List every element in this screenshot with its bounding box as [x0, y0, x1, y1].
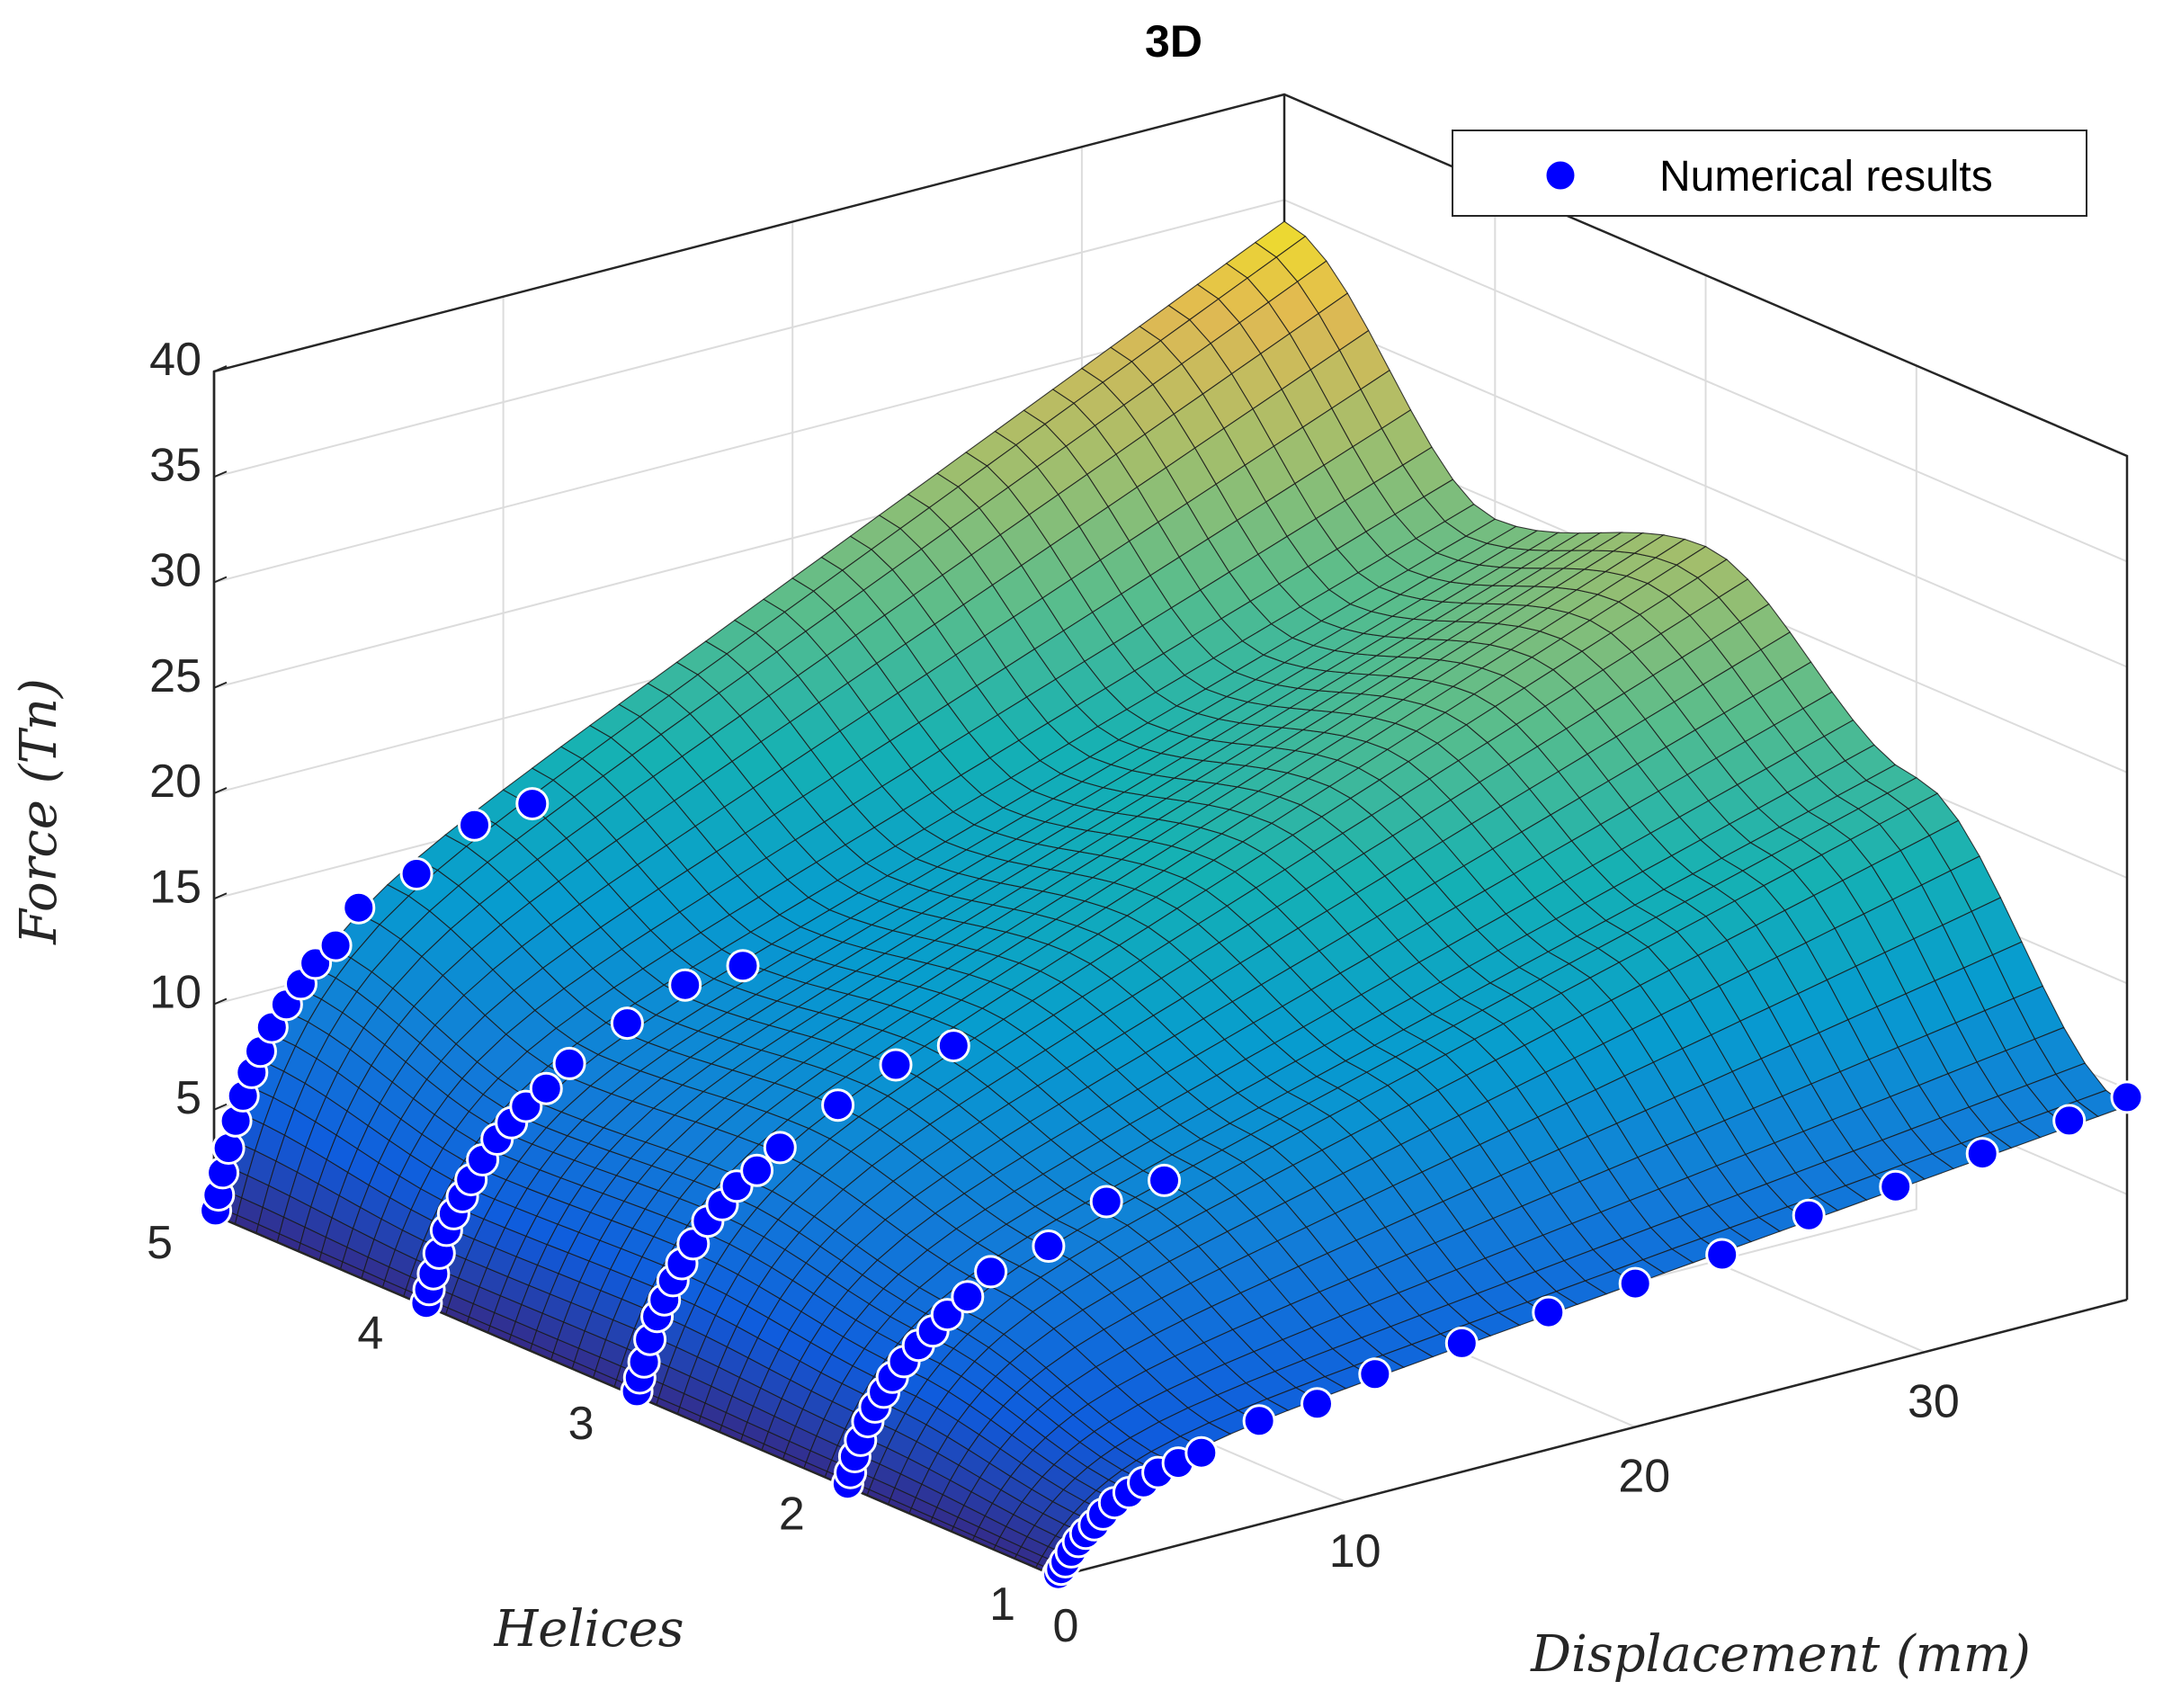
data-point	[610, 1006, 644, 1041]
data-point	[1242, 1404, 1276, 1438]
data-point	[1618, 1266, 1652, 1301]
data-point	[342, 890, 376, 925]
z-tick-mark	[213, 787, 228, 794]
z-tick-mark	[213, 365, 228, 372]
data-point	[2052, 1104, 2087, 1138]
data-point	[1444, 1326, 1479, 1360]
x-tick-label: 0	[1053, 1600, 1079, 1652]
data-point	[1792, 1198, 1826, 1232]
data-point	[668, 968, 702, 1002]
z-tick-label: 40	[149, 334, 201, 386]
data-point	[1532, 1295, 1566, 1329]
z-tick-mark	[213, 681, 228, 689]
data-point	[1184, 1435, 1219, 1470]
data-point	[318, 928, 353, 962]
data-point	[1089, 1185, 1123, 1219]
z-tick-label: 5	[175, 1072, 201, 1124]
data-point	[763, 1131, 797, 1165]
legend-label: Numerical results	[1659, 153, 1993, 201]
z-tick-label: 30	[149, 545, 201, 597]
y-axis-label: Helices	[493, 1600, 684, 1659]
y-tick-label: 5	[147, 1217, 173, 1269]
x-axis-label: Displacement (mm)	[1530, 1625, 2031, 1684]
data-point	[821, 1088, 855, 1122]
y-tick-label: 2	[779, 1489, 805, 1541]
surface-mesh	[213, 220, 2129, 1578]
data-point	[1300, 1387, 1334, 1421]
z-tick-label: 10	[149, 967, 201, 1019]
z-tick-label: 35	[149, 439, 201, 491]
z-tick-label: 15	[149, 861, 201, 913]
x-tick-label: 10	[1329, 1525, 1381, 1578]
z-tick-label: 25	[149, 650, 201, 702]
y-tick-label: 1	[989, 1578, 1015, 1631]
data-point	[726, 949, 760, 983]
chart-title: 3D	[1145, 16, 1202, 67]
z-tick-label: 20	[149, 756, 201, 808]
data-point	[740, 1153, 774, 1187]
data-point	[399, 857, 433, 890]
data-point	[1705, 1238, 1739, 1272]
data-point	[458, 808, 491, 842]
data-point	[1879, 1169, 1913, 1203]
data-point	[211, 1131, 246, 1165]
z-tick-mark	[213, 997, 228, 1006]
data-point	[515, 787, 550, 821]
data-point	[552, 1046, 586, 1080]
legend: Numerical results	[1452, 130, 2087, 217]
z-tick-mark	[213, 1103, 228, 1111]
x-tick-label: 30	[1908, 1375, 1960, 1427]
z-axis-label: Force (Tn)	[10, 678, 68, 945]
data-point	[936, 1029, 970, 1063]
z-tick-mark	[213, 576, 228, 584]
data-point	[1148, 1163, 1181, 1197]
data-point	[529, 1071, 563, 1105]
y-tick-label: 4	[357, 1308, 383, 1360]
y-tick-label: 3	[568, 1398, 594, 1450]
legend-marker	[1543, 158, 1578, 192]
x-tick-label: 20	[1618, 1451, 1670, 1503]
data-point	[1032, 1230, 1066, 1263]
data-point	[1965, 1137, 1999, 1171]
z-tick-mark	[213, 892, 228, 900]
tick-labels: 5 10 15 20 25 30 35 40 1 2 3 4 5 0 10 20 30	[147, 334, 1960, 1652]
data-point	[1358, 1357, 1392, 1391]
data-point	[951, 1280, 985, 1314]
data-point	[974, 1255, 1008, 1289]
data-point	[2110, 1080, 2144, 1114]
data-point	[879, 1048, 913, 1082]
numerical-results-points	[199, 787, 2144, 1591]
z-tick-mark	[213, 470, 228, 478]
